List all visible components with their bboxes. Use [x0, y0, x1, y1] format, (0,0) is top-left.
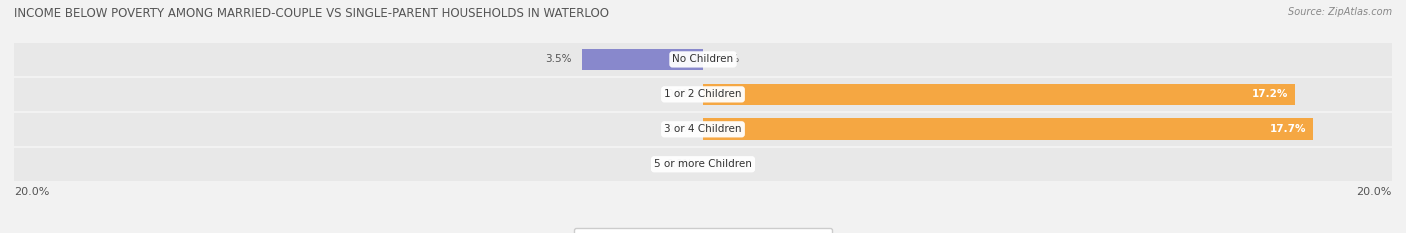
Text: INCOME BELOW POVERTY AMONG MARRIED-COUPLE VS SINGLE-PARENT HOUSEHOLDS IN WATERLO: INCOME BELOW POVERTY AMONG MARRIED-COUPL…: [14, 7, 609, 20]
Bar: [582, 49, 703, 70]
Bar: [14, 43, 1392, 76]
Text: 17.2%: 17.2%: [1253, 89, 1289, 99]
Text: 3 or 4 Children: 3 or 4 Children: [664, 124, 742, 134]
Bar: [703, 83, 1295, 105]
Text: 0.0%: 0.0%: [713, 159, 740, 169]
Text: 0.0%: 0.0%: [666, 89, 693, 99]
Bar: [14, 113, 1392, 146]
Text: 0.0%: 0.0%: [666, 159, 693, 169]
Text: 0.0%: 0.0%: [713, 55, 740, 64]
Text: 20.0%: 20.0%: [1357, 187, 1392, 197]
Bar: [703, 118, 1313, 140]
Text: 3.5%: 3.5%: [546, 55, 572, 64]
Bar: [14, 78, 1392, 111]
Text: 1 or 2 Children: 1 or 2 Children: [664, 89, 742, 99]
Text: 20.0%: 20.0%: [14, 187, 49, 197]
Text: Source: ZipAtlas.com: Source: ZipAtlas.com: [1288, 7, 1392, 17]
Text: 17.7%: 17.7%: [1270, 124, 1306, 134]
Bar: [14, 148, 1392, 181]
Legend: Married Couples, Single Parents: Married Couples, Single Parents: [574, 228, 832, 233]
Text: No Children: No Children: [672, 55, 734, 64]
Text: 0.0%: 0.0%: [666, 124, 693, 134]
Text: 5 or more Children: 5 or more Children: [654, 159, 752, 169]
